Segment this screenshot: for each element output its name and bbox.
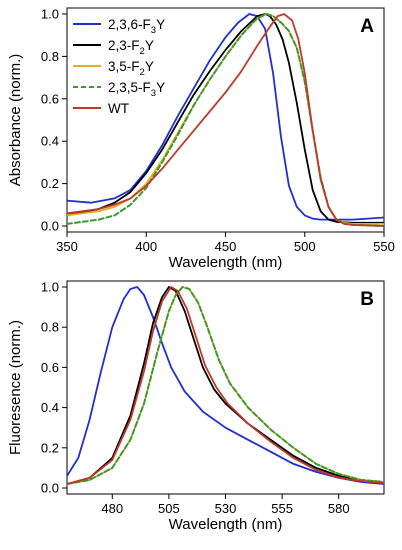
series-lines xyxy=(67,13,384,227)
legend-label: 2,3,5-F3Y xyxy=(108,80,165,99)
y-tick-label: 0.6 xyxy=(41,360,59,375)
x-tick-label: 505 xyxy=(158,501,180,516)
y-tick-label: 0.8 xyxy=(41,320,59,335)
legend-label-base: 3,5-F xyxy=(108,59,140,74)
y-tick-label: 0.4 xyxy=(41,134,59,149)
x-tick-label: 555 xyxy=(271,501,293,516)
series-line-2-3-6-f3y xyxy=(67,286,384,485)
legend-label-tail: Y xyxy=(156,17,165,32)
series-lines xyxy=(67,286,384,485)
panel-letter: B xyxy=(360,289,374,310)
legend-label-subscript: 2 xyxy=(140,46,145,57)
plot-frame xyxy=(66,280,385,495)
legend-label: WT xyxy=(108,101,129,116)
x-tick-label: 400 xyxy=(135,239,157,254)
legend-label-subscript: 3 xyxy=(151,88,156,99)
y-tick-label: 0.2 xyxy=(41,176,59,191)
legend-label-base: WT xyxy=(108,101,129,116)
y-tick-label: 0.0 xyxy=(41,481,59,496)
x-tick-label: 550 xyxy=(373,239,395,254)
legend-label-subscript: 2 xyxy=(140,67,145,78)
y-tick-label: 1.0 xyxy=(41,7,59,22)
legend-label-tail: Y xyxy=(156,80,165,95)
panel-b-fluorescence-chart: 0.0 0.2 0.4 0.6 0.8 1.0 480 505 530 555 580 Wavelen… xyxy=(7,280,385,533)
x-tick-label: 350 xyxy=(56,239,78,254)
y-tick-label: 0.4 xyxy=(41,400,59,415)
x-tick-label: 530 xyxy=(215,501,237,516)
x-tick-label: 450 xyxy=(215,239,237,254)
series-line-2-3-5-f3y xyxy=(67,286,384,485)
legend-label-base: 2,3,6-F xyxy=(108,17,151,32)
x-tick-label: 480 xyxy=(101,501,123,516)
series-line-wt xyxy=(67,286,384,485)
legend-label-subscript: 3 xyxy=(151,25,156,36)
x-tick-label: 500 xyxy=(294,239,316,254)
series-line-2-3-f2y xyxy=(67,286,384,485)
panel-a-absorbance-chart: 0.0 0.2 0.4 0.6 0.8 1.0 350 400 450 500 550 Wavelen… xyxy=(7,7,395,272)
panel-letter: A xyxy=(360,16,374,37)
y-tick-label: 0.2 xyxy=(41,440,59,455)
x-axis-title: Wavelength (nm) xyxy=(169,254,283,271)
x-tick-label: 580 xyxy=(328,501,350,516)
legend-label-tail: Y xyxy=(145,59,154,74)
legend-label: 2,3-F2Y xyxy=(108,38,154,57)
x-axis-title: Wavelength (nm) xyxy=(169,516,283,533)
y-tick-label: 0.8 xyxy=(41,49,59,64)
y-tick-label: 0.6 xyxy=(41,91,59,106)
y-axis-title: Fluoresence (norm.) xyxy=(7,320,24,455)
legend-label-tail: Y xyxy=(145,38,154,53)
y-tick-label: 0.0 xyxy=(41,219,59,234)
y-axis-title: Absorbance (norm.) xyxy=(7,54,24,187)
legend-label: 2,3,6-F3Y xyxy=(108,17,165,36)
y-tick-label: 1.0 xyxy=(41,280,59,295)
legend-label: 3,5-F2Y xyxy=(108,59,154,78)
legend-label-base: 2,3-F xyxy=(108,38,140,53)
legend-label-base: 2,3,5-F xyxy=(108,80,151,95)
series-line-wt xyxy=(67,13,384,227)
